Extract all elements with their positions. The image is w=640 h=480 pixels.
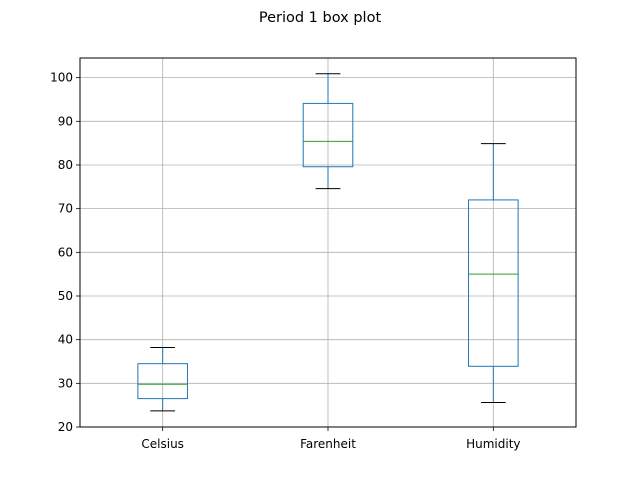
chart-title: Period 1 box plot [259, 10, 382, 26]
y-tick-label: 60 [58, 245, 73, 259]
boxes [137, 73, 519, 412]
y-tick-label: 100 [50, 71, 73, 85]
y-tick-label: 70 [58, 202, 73, 216]
x-tick-label: Farenheit [300, 437, 356, 451]
x-tick-label: Celsius [141, 437, 184, 451]
iqr-box [137, 363, 188, 400]
box-humidity [468, 143, 519, 404]
y-tick-label: 90 [58, 114, 73, 128]
x-tick-label: Humidity [466, 437, 520, 451]
y-tick-label: 30 [58, 376, 73, 390]
box-farenheit [302, 73, 354, 190]
x-axis: Celsius Farenheit Humidity [141, 427, 521, 451]
y-tick-label: 40 [58, 333, 73, 347]
iqr-box [302, 102, 354, 168]
grid-lines [80, 58, 576, 428]
iqr-box [468, 199, 519, 367]
box-celsius [137, 347, 188, 412]
y-tick-label: 50 [58, 289, 73, 303]
y-tick-label: 80 [58, 158, 73, 172]
y-axis: 20 30 40 50 60 70 80 90 100 [50, 71, 80, 434]
y-tick-label: 20 [58, 420, 73, 434]
